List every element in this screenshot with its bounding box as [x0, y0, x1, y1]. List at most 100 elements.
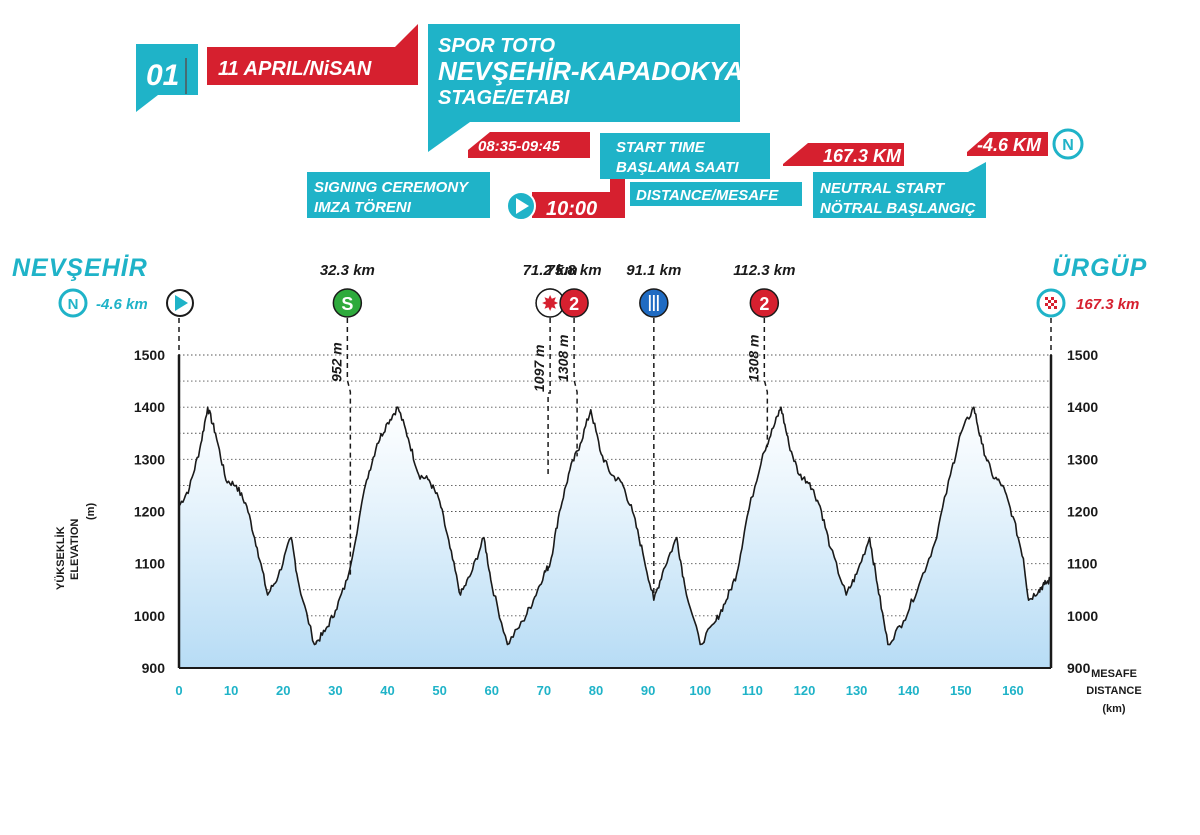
ylabel-line1: YÜKSEKLİK — [54, 526, 67, 590]
marker-altitude-label: 1308 m — [745, 335, 761, 382]
neutral-badge-letter: N — [1062, 137, 1074, 154]
title-line1: SPOR TOTO — [438, 35, 556, 57]
signing-label2: IMZA TÖRENI — [314, 199, 412, 216]
checker-cell — [1054, 300, 1057, 303]
finish-city: ÜRGÜP — [1052, 253, 1147, 282]
xlabel-line1: MESAFE — [1091, 668, 1137, 680]
checker-cell — [1048, 303, 1051, 306]
feed-zone-cutlery-icon — [639, 288, 669, 318]
stage-title-box: SPOR TOTO NEVŞEHİR-KAPADOKYA STAGE/ETABI — [428, 24, 743, 152]
marker-km-label: 112.3 km — [733, 262, 795, 279]
x-tick-label: 0 — [175, 683, 182, 698]
start-neutral-marker: N -4.6 km — [58, 288, 194, 318]
category-2-climb-icon: 2 — [749, 288, 780, 318]
x-tick-label: 130 — [846, 683, 868, 698]
x-tick-label: 70 — [537, 683, 551, 698]
finish-km: 167.3 km — [1076, 296, 1139, 313]
marker-symbol: 2 — [759, 294, 769, 314]
start-label2: BAŞLAMA SAATI — [616, 159, 739, 176]
ylabel-line3: (m) — [85, 503, 97, 520]
x-tick-label: 60 — [484, 683, 498, 698]
marker-dashed-line — [763, 318, 769, 448]
signing-time-badge: 08:35-09:45 — [468, 132, 590, 158]
start-time: 10:00 — [546, 198, 597, 220]
y-axis-title: YÜKSEKLİK ELEVATION (m) — [54, 503, 97, 590]
checker-cell — [1051, 297, 1054, 300]
y-tick-label-left: 1000 — [134, 608, 165, 624]
y-tick-label-right: 900 — [1067, 660, 1091, 676]
start-label1: START TIME — [616, 139, 706, 156]
y-tick-label-right: 1100 — [1067, 556, 1098, 572]
elevation-line — [178, 406, 1052, 646]
marker-dashed-line — [547, 318, 551, 477]
checker-cell — [1054, 306, 1057, 309]
y-tick-label-right: 1000 — [1067, 608, 1098, 624]
signing-ceremony-box: SIGNING CEREMONY IMZA TÖRENI — [307, 172, 490, 218]
neutral-value: -4.6 KM — [977, 135, 1042, 155]
signing-time: 08:35-09:45 — [478, 138, 560, 155]
neutral-label1: NEUTRAL START — [820, 180, 946, 197]
profile-markers: 32.3 km S 952 m 71.2 km 1097 m 75.8 km 2 1308 m… — [320, 262, 795, 598]
checker-cell — [1048, 306, 1051, 309]
y-tick-label-left: 1400 — [134, 399, 165, 415]
marker-dashed-line — [346, 318, 352, 577]
x-tick-label: 100 — [689, 683, 711, 698]
y-tick-label-right: 1200 — [1067, 504, 1098, 520]
distance-label: DISTANCE/MESAFE — [636, 187, 779, 204]
neutral-badge-icon — [1052, 128, 1084, 160]
x-tick-label: 50 — [432, 683, 446, 698]
stage-number: 01 — [146, 59, 179, 92]
marker-km-label: 32.3 km — [320, 262, 375, 279]
x-tick-label: 80 — [589, 683, 603, 698]
y-tick-label-right: 1500 — [1067, 347, 1098, 363]
sprint-icon: S — [332, 288, 363, 318]
marker-symbol: S — [341, 294, 353, 314]
date-banner: 11 APRIL/NiSAN — [207, 24, 418, 85]
checker-cell — [1051, 306, 1054, 309]
checker-cell — [1045, 306, 1048, 309]
x-tick-label: 160 — [1002, 683, 1024, 698]
x-tick-label: 110 — [742, 683, 763, 698]
checker-cell — [1054, 303, 1057, 306]
marker-km-label: 91.1 km — [626, 262, 681, 279]
checker-cell — [1054, 297, 1057, 300]
x-tick-label: 40 — [380, 683, 394, 698]
marker-altitude-label: 1097 m — [531, 345, 547, 392]
checker-cell — [1045, 297, 1048, 300]
checker-cell — [1045, 300, 1048, 303]
x-tick-label: 20 — [276, 683, 290, 698]
distance-value-badge: 167.3 KM — [783, 143, 904, 166]
y-tick-label-left: 1300 — [134, 451, 165, 467]
start-time-label-box: START TIME BAŞLAMA SAATI — [600, 133, 770, 179]
y-tick-label-left: 1500 — [134, 347, 165, 363]
checker-cell — [1045, 303, 1048, 306]
title-line3: STAGE/ETABI — [438, 87, 570, 109]
x-tick-label: 90 — [641, 683, 655, 698]
checker-cell — [1048, 300, 1051, 303]
signing-label1: SIGNING CEREMONY — [314, 179, 470, 196]
neutral-value-badge: -4.6 KM N — [967, 128, 1084, 160]
marker-dashed-line — [573, 318, 578, 457]
stage-number-badge: 01 — [136, 44, 198, 112]
neutral-start-icon — [58, 288, 88, 318]
xlabel-line3: (km) — [1102, 703, 1126, 715]
y-tick-label-left: 1100 — [135, 556, 166, 572]
y-tick-label-right: 1400 — [1067, 399, 1098, 415]
ylabel-line2: ELEVATION — [69, 519, 81, 580]
marker-altitude-label: 952 m — [328, 342, 344, 382]
checker-cell — [1048, 297, 1051, 300]
neutral-label-box: NEUTRAL START NÖTRAL BAŞLANGIÇ — [813, 162, 986, 218]
x-tick-label: 140 — [898, 683, 920, 698]
start-city: NEVŞEHİR — [12, 254, 148, 282]
marker-symbol: 2 — [569, 294, 579, 314]
title-line2: NEVŞEHİR-KAPADOKYA — [438, 56, 743, 86]
y-tick-label-left: 1200 — [134, 504, 165, 520]
feed-zone-star-icon — [535, 288, 565, 318]
checker-cell — [1051, 300, 1054, 303]
y-tick-label-right: 1300 — [1067, 451, 1098, 467]
elevation-fill — [179, 407, 1051, 668]
distance-label-box: DISTANCE/MESAFE — [630, 182, 802, 206]
x-axis-title: MESAFE DISTANCE (km) — [1086, 668, 1141, 715]
